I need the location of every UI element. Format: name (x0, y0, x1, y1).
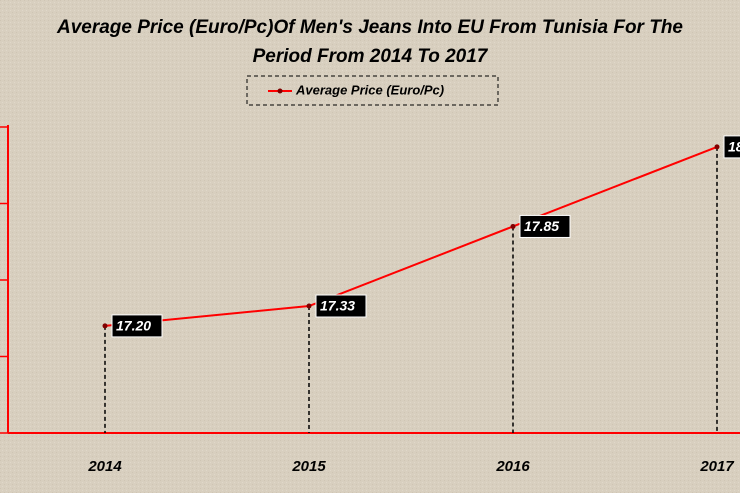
x-tick-label: 2017 (699, 458, 734, 475)
x-tick-label: 2015 (291, 458, 326, 475)
x-tick-label: 2014 (87, 458, 122, 475)
point (306, 303, 312, 309)
label-box (315, 294, 367, 318)
label-box (519, 214, 571, 238)
x-tick-label: 2016 (495, 458, 530, 475)
data-label: 17.20 (116, 318, 151, 334)
legend-label: Average Price (Euro/Pc) (295, 82, 444, 97)
point (510, 223, 516, 229)
data-label: 17.33 (320, 298, 355, 314)
chart-title: Average Price (Euro/Pc)Of Men's Jeans In… (56, 17, 683, 38)
chart-title: Period From 2014 To 2017 (253, 46, 489, 67)
legend-marker (277, 88, 283, 94)
data-label: 18.37 (728, 139, 740, 155)
label-box (111, 314, 163, 338)
data-label: 17.85 (524, 218, 559, 234)
label-box (723, 135, 740, 159)
point (714, 144, 720, 150)
point (102, 323, 108, 329)
series-line (104, 145, 718, 327)
